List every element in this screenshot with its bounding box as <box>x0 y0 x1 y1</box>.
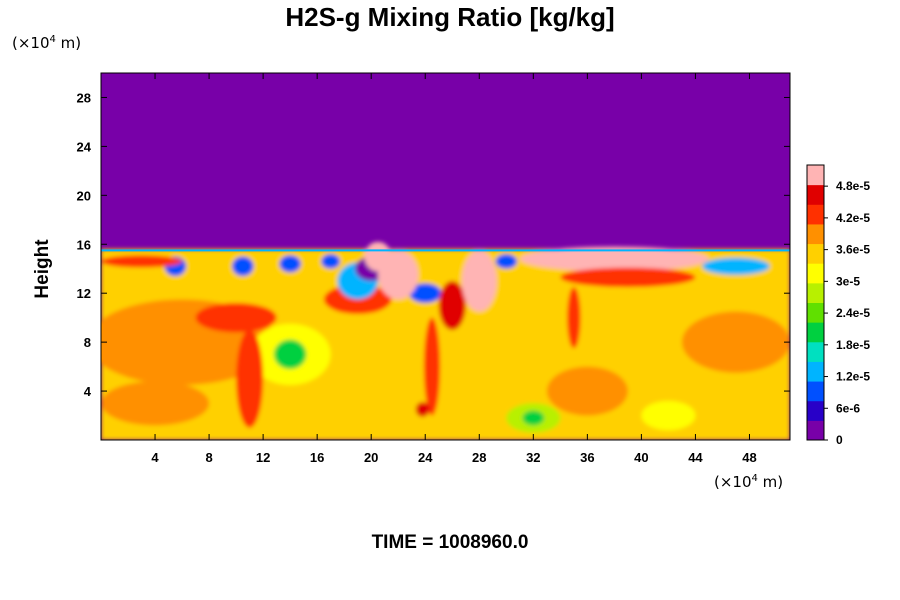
y-tick-label: 12 <box>77 286 91 301</box>
colorbar-tick-label: 2.4e-5 <box>836 306 870 320</box>
x-tick-label: 24 <box>418 450 433 465</box>
field-region-29 <box>321 254 341 269</box>
colorbar-segment <box>807 341 824 362</box>
y-axis-unit: (×104 m) <box>12 34 82 52</box>
field-region-4 <box>546 366 628 416</box>
colorbar-segment <box>807 381 824 402</box>
plot-frame <box>100 72 791 441</box>
colorbar: 0 6e-6 1.2e-5 1.8e-5 2.4e-5 3e-5 3.6e-5 4.2e-5 4… <box>806 164 870 447</box>
y-tick-label: 8 <box>84 335 91 350</box>
field-region-19 <box>567 287 581 349</box>
y-tick-label: 4 <box>84 384 92 399</box>
x-tick-label: 4 <box>151 450 159 465</box>
colorbar-segment <box>807 361 824 382</box>
field-region-31 <box>101 255 183 268</box>
field-region-16 <box>438 280 466 330</box>
y-tick-label: 28 <box>77 90 91 105</box>
field-region-9 <box>641 400 696 431</box>
field-region-3 <box>681 311 790 373</box>
x-axis-unit: (×104 m) <box>714 473 784 491</box>
colorbar-tick-label: 1.2e-5 <box>836 370 870 384</box>
colorbar-segment <box>807 282 824 303</box>
field-region-11 <box>236 329 264 428</box>
colorbar-tick-label: 6e-6 <box>836 401 860 415</box>
x-tick-label: 36 <box>580 450 594 465</box>
x-tick-label: 20 <box>364 450 378 465</box>
colorbar-segment <box>807 263 824 284</box>
field-region-2 <box>101 381 210 426</box>
field-region-21 <box>461 250 497 312</box>
field-region-24 <box>560 267 696 288</box>
chart-title: H2S-g Mixing Ratio [kg/kg] <box>285 2 615 32</box>
colorbar-tick-label: 0 <box>836 433 843 447</box>
field-regions <box>101 241 790 440</box>
y-tick-label: 20 <box>77 188 91 203</box>
colorbar-segment <box>807 400 824 421</box>
field-region-30 <box>495 254 518 269</box>
x-tick-label: 16 <box>310 450 324 465</box>
plot-area <box>101 73 790 440</box>
field-region-28 <box>279 255 301 273</box>
colorbar-frame <box>806 164 825 441</box>
x-tick-label: 28 <box>472 450 486 465</box>
colorbar-segment <box>807 184 824 205</box>
field-region-23 <box>519 246 709 272</box>
x-tick-label: 32 <box>526 450 540 465</box>
colorbar-segment <box>807 243 824 264</box>
field-region-8 <box>522 410 545 426</box>
field-region-25 <box>702 257 770 275</box>
field-region-18 <box>415 402 430 417</box>
x-tick-label: 12 <box>256 450 270 465</box>
x-tick-label: 40 <box>634 450 648 465</box>
field-region-10 <box>195 302 277 333</box>
colorbar-segment <box>807 204 824 225</box>
colorbar-segment <box>807 302 824 323</box>
colorbar-tick-label: 4.8e-5 <box>836 179 870 193</box>
x-tick-label: 44 <box>688 450 703 465</box>
field-region-15 <box>409 283 442 303</box>
colorbar-tick-label: 3e-5 <box>836 274 860 288</box>
colorbar-segment <box>807 420 824 441</box>
colorbar-tick-label: 4.2e-5 <box>836 211 870 225</box>
field-region-22 <box>364 241 392 272</box>
field-region-17 <box>423 317 441 416</box>
y-tick-label: 16 <box>77 237 91 252</box>
x-tick-label: 48 <box>742 450 756 465</box>
field-region-12 <box>323 284 392 314</box>
colorbar-segment <box>807 322 824 343</box>
time-label: TIME = 1008960.0 <box>371 532 529 553</box>
colorbar-segment <box>807 165 824 186</box>
field-region-6 <box>273 339 307 370</box>
field-region-27 <box>232 256 254 277</box>
y-tick-label: 24 <box>77 139 92 154</box>
colorbar-segment <box>807 223 824 245</box>
x-tick-label: 8 <box>205 450 212 465</box>
colorbar-tick-label: 3.6e-5 <box>836 243 870 257</box>
colorbar-tick-label: 1.8e-5 <box>836 338 870 352</box>
